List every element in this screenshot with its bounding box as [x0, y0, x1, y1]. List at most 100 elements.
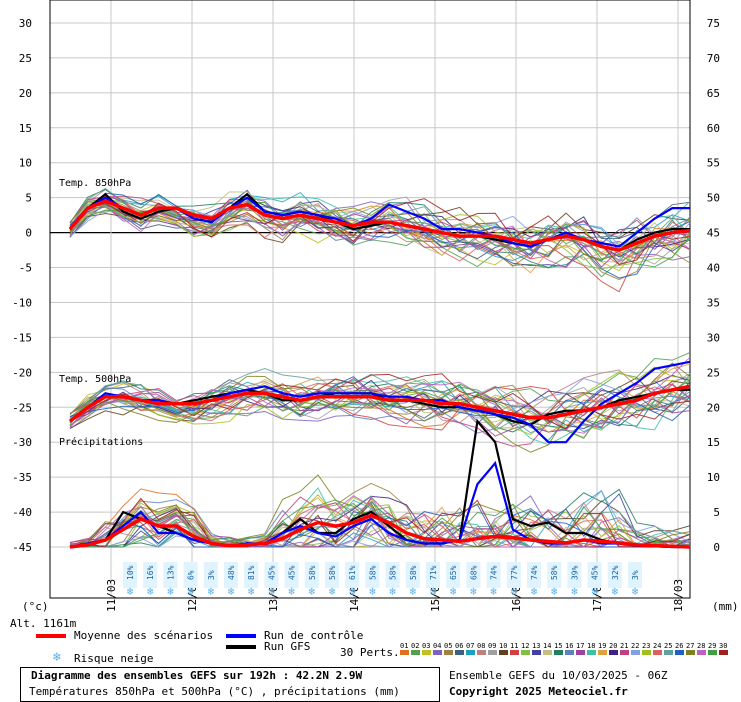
perturbation-swatch — [598, 650, 607, 655]
snowflake-icon: ❄ — [450, 585, 457, 598]
snow-risk-value: 68% — [469, 565, 478, 580]
legend-gfs-label: Run GFS — [264, 640, 311, 653]
snow-risk-value: 45% — [267, 565, 276, 580]
x-tick-label: 18/03 — [672, 579, 685, 612]
snow-risk-cell — [446, 562, 461, 588]
snow-risk-value: 81% — [247, 565, 256, 580]
snow-risk-value: 61% — [348, 565, 357, 580]
plot-frame — [49, 0, 691, 599]
snow-risk-cell — [284, 562, 299, 588]
perturbation-id: 30 — [719, 642, 728, 650]
snowflake-icon: ❄ — [611, 585, 618, 598]
perturbation-swatch — [554, 650, 563, 655]
perturbation-swatch — [521, 650, 530, 655]
perturbation-id: 29 — [708, 642, 717, 650]
snow-risk-cell — [385, 562, 400, 588]
chart-subtitle: Températures 850hPa et 500hPa (°C) , pré… — [29, 685, 400, 698]
perturbation-swatch — [433, 650, 442, 655]
snowflake-icon: ❄ — [167, 585, 174, 598]
perturbation-id: 19 — [598, 642, 607, 650]
snow-risk-cell — [203, 562, 218, 588]
plot-area — [50, 0, 690, 598]
perturbation-swatch — [697, 650, 706, 655]
snow-risk-cell — [264, 562, 279, 588]
left-tick-label: -10 — [12, 296, 32, 309]
left-unit: (°c) — [22, 600, 49, 613]
perturbation-id: 04 — [433, 642, 442, 650]
snowflake-icon: ❄ — [409, 585, 416, 598]
perturbation-id: 17 — [576, 642, 585, 650]
right-tick-label: 65 — [707, 87, 720, 100]
ensemble-info: Ensemble GEFS du 10/03/2025 - 06Z — [449, 669, 668, 682]
perturbation-swatch — [609, 650, 618, 655]
perturbation-id: 15 — [554, 642, 563, 650]
right-tick-label: 15 — [707, 436, 720, 449]
perturbation-line — [69, 368, 691, 434]
perturbation-id: 28 — [697, 642, 706, 650]
right-unit: (mm) — [712, 600, 739, 613]
snow-risk-row: 10% ❄ 16% ❄ 13% ❄ 6% ❄ 3% ❄ 48% ❄ 81% ❄ 45% ❄ 45% ❄ 58% ❄ 58… — [123, 562, 642, 598]
left-tick-label: 30 — [19, 17, 32, 30]
snow-risk-cell — [506, 562, 521, 588]
perturbation-line — [69, 195, 691, 266]
perturbation-line — [69, 200, 691, 274]
perturbation-id: 16 — [565, 642, 574, 650]
perturbation-swatch — [466, 650, 475, 655]
snowflake-icon: ❄ — [349, 585, 356, 598]
snow-risk-value: 58% — [308, 565, 317, 580]
left-tick-label: 25 — [19, 52, 32, 65]
legend-snow-label: Risque neige — [74, 652, 154, 665]
left-tick-label: -15 — [12, 331, 32, 344]
right-tick-label: 0 — [713, 541, 720, 554]
altitude: Alt. 1161m — [10, 617, 77, 630]
right-tick-label: 10 — [707, 471, 720, 484]
snowflake-icon: ❄ — [389, 585, 396, 598]
snow-risk-cell — [567, 562, 582, 588]
perturbation-id: 26 — [675, 642, 684, 650]
perturbation-id: 10 — [499, 642, 508, 650]
snow-risk-value: 39% — [570, 565, 579, 580]
right-tick-label: 30 — [707, 331, 720, 344]
snow-risk-value: 58% — [409, 565, 418, 580]
left-tick-label: -40 — [12, 506, 32, 519]
left-tick-label: -35 — [12, 471, 32, 484]
snow-risk-value: 3% — [631, 570, 640, 580]
snow-risk-cell — [224, 562, 238, 588]
snowflake-icon: ❄ — [510, 585, 517, 598]
left-tick-label: 10 — [19, 157, 32, 170]
snow-risk-value: 77% — [510, 565, 519, 580]
perturbation-swatch — [422, 650, 431, 655]
perturbation-swatch — [719, 650, 728, 655]
snow-risk-cell — [527, 562, 541, 588]
perturbation-line — [69, 495, 691, 548]
perturbation-id: 18 — [587, 642, 596, 650]
snow-risk-value: 71% — [429, 565, 438, 580]
right-tick-label: 60 — [707, 122, 720, 135]
t500-label: Temp. 500hPa — [59, 374, 131, 385]
snow-risk-value: 74% — [530, 565, 539, 580]
perturbation-id: 01 — [400, 642, 409, 650]
perturbation-swatch — [587, 650, 596, 655]
right-tick-label: 35 — [707, 296, 720, 309]
perturbation-id: 23 — [642, 642, 651, 650]
perturbation-line — [69, 380, 691, 427]
snow-risk-cell — [547, 562, 562, 588]
right-tick-label: 45 — [707, 227, 720, 240]
snow-risk-value: 45% — [591, 565, 600, 580]
right-tick-label: 40 — [707, 262, 720, 275]
left-tick-label: 5 — [25, 192, 32, 205]
snowflake-icon: ❄ — [268, 585, 275, 598]
snowflake-icon: ❄ — [147, 585, 154, 598]
title-box — [20, 667, 440, 702]
snow-risk-cell — [405, 562, 420, 588]
right-tick-label: 55 — [707, 157, 720, 170]
perturbation-line — [69, 497, 691, 548]
perturbation-id: 06 — [455, 642, 464, 650]
perturbation-swatch — [543, 650, 552, 655]
perturbation-swatch — [488, 650, 497, 655]
snowflake-icon: ❄ — [187, 585, 194, 598]
snowflake-icon: ❄ — [329, 585, 336, 598]
snow-risk-value: 58% — [368, 565, 377, 580]
right-tick-label: 50 — [707, 192, 720, 205]
snowflake-icon: ❄ — [490, 585, 497, 598]
